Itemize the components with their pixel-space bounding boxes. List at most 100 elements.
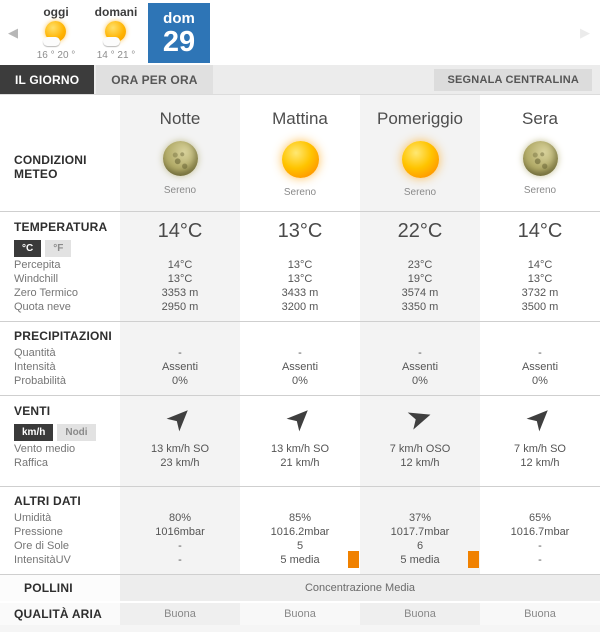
cell: Assenti xyxy=(521,361,559,373)
precipitation-label: PRECIPITAZIONI xyxy=(14,329,112,343)
conditions-row: CONDIZIONI METEO Sereno Sereno Sereno Se… xyxy=(0,131,600,211)
cell: 0% xyxy=(412,375,428,387)
row-label: Vento medio xyxy=(14,443,76,455)
cell: 7 km/h OSO xyxy=(389,443,451,455)
condition-caption: Sereno xyxy=(523,185,557,196)
cell: 0% xyxy=(172,375,188,387)
cell: 1017.7mbar xyxy=(390,526,450,538)
air-quality-label: QUALITÀ ARIA xyxy=(0,603,120,625)
column-header-mattina: Mattina xyxy=(272,109,328,128)
segnala-centralina-button[interactable]: SEGNALA CENTRALINA xyxy=(434,68,592,91)
cell: 3732 m xyxy=(521,287,559,299)
day-temps: 14 ° 21 ° xyxy=(96,50,136,61)
cell: 0% xyxy=(292,375,308,387)
day-name: domani xyxy=(94,5,138,19)
cell: 5 media xyxy=(360,551,480,568)
tab-ora-per-ora[interactable]: ORA PER ORA xyxy=(96,65,213,94)
bottom-strip xyxy=(0,625,600,632)
cell: 3433 m xyxy=(281,287,319,299)
pollen-value: Concentrazione Media xyxy=(120,575,600,601)
selected-day-number: 29 xyxy=(162,25,196,58)
cell: 85% xyxy=(288,512,312,524)
row-label: Zero Termico xyxy=(14,287,78,299)
air-quality-row: QUALITÀ ARIA Buona Buona Buona Buona xyxy=(0,603,600,625)
column-header-notte: Notte xyxy=(159,109,201,128)
table-row: Pressione 1016mbar 1016.2mbar 1017.7mbar… xyxy=(0,525,600,539)
celsius-toggle[interactable]: °C xyxy=(14,240,42,257)
row-label: Windchill xyxy=(14,273,59,285)
cell: 13°C xyxy=(167,273,193,285)
day-card-oggi[interactable]: oggi 16 ° 20 ° xyxy=(26,0,86,61)
row-label: Quantità xyxy=(14,347,56,359)
cell: Buona xyxy=(480,603,600,625)
uv-intensity-marker xyxy=(348,551,359,568)
wind-section: VENTI km/h Nodi Vento medio 13 km/h SO 1… xyxy=(0,395,600,486)
day-card-domani[interactable]: domani 14 ° 21 ° xyxy=(86,0,146,61)
cell: - xyxy=(538,540,542,552)
cell: 3200 m xyxy=(281,301,319,313)
row-label: Intensità xyxy=(14,361,56,373)
main-temp: 22°C xyxy=(397,220,443,242)
column-header-pomeriggio: Pomeriggio xyxy=(377,109,463,128)
cell: 0% xyxy=(532,375,548,387)
cell: - xyxy=(418,347,422,359)
cell: 1016.7mbar xyxy=(510,526,570,538)
column-header-sera: Sera xyxy=(522,109,558,128)
selected-weekday: dom xyxy=(163,9,195,27)
cell: 5 xyxy=(296,540,304,552)
sun-cloud-icon xyxy=(42,21,70,47)
forecast-table: Notte Mattina Pomeriggio Sera CONDIZIONI… xyxy=(0,95,600,574)
pollen-row: POLLINI Concentrazione Media xyxy=(0,574,600,601)
table-row: Ore di Sole - 5 6 - xyxy=(0,539,600,553)
day-selector-bar: ◀ oggi 16 ° 20 ° domani 14 ° 21 ° dom 29… xyxy=(0,0,600,65)
moon-icon xyxy=(162,141,198,176)
wind-direction-arrow-icon xyxy=(407,406,432,435)
table-row: Percepita 14°C 13°C 23°C 14°C xyxy=(0,258,600,272)
cell: 2950 m xyxy=(161,301,199,313)
condition-caption: Sereno xyxy=(403,187,437,198)
unit-toggle: °C °F xyxy=(0,240,120,257)
main-temp: 13°C xyxy=(277,220,323,242)
cell: - xyxy=(538,554,542,566)
sun-cloud-icon xyxy=(102,21,130,47)
cell: - xyxy=(178,554,182,566)
wind-direction-arrow-icon xyxy=(166,406,192,435)
cell: Buona xyxy=(240,603,360,625)
cell: 12 km/h xyxy=(400,457,440,469)
cell: - xyxy=(178,540,182,552)
cell: Buona xyxy=(120,603,240,625)
cell: 5 media xyxy=(240,551,360,568)
cell: 13°C xyxy=(287,273,313,285)
selected-day-dom-29[interactable]: dom 29 xyxy=(148,3,210,63)
cell: 3574 m xyxy=(401,287,439,299)
cell: 3500 m xyxy=(521,301,559,313)
cell: 1016.2mbar xyxy=(270,526,330,538)
cell: 37% xyxy=(408,512,432,524)
knots-toggle[interactable]: Nodi xyxy=(57,424,96,441)
next-day-arrow-icon[interactable]: ▶ xyxy=(580,24,590,40)
cell: 14°C xyxy=(167,259,193,271)
other-data-label: ALTRI DATI xyxy=(14,494,81,508)
row-label: Pressione xyxy=(14,526,63,538)
cell: - xyxy=(298,347,302,359)
cell: 65% xyxy=(528,512,552,524)
row-label: Raffica xyxy=(14,457,49,469)
day-temps: 16 ° 20 ° xyxy=(36,50,76,61)
fahrenheit-toggle[interactable]: °F xyxy=(45,240,72,257)
temperature-label: TEMPERATURA xyxy=(14,220,108,234)
main-temp: 14°C xyxy=(157,220,203,242)
wind-unit-toggle: km/h Nodi xyxy=(0,424,120,441)
tab-il-giorno[interactable]: IL GIORNO xyxy=(0,65,95,94)
wind-direction-arrow-icon xyxy=(286,406,312,435)
kmh-toggle[interactable]: km/h xyxy=(14,424,54,441)
table-row: Vento medio 13 km/h SO 13 km/h SO 7 km/h… xyxy=(0,442,600,456)
tab-bar: IL GIORNO ORA PER ORA SEGNALA CENTRALINA xyxy=(0,65,600,95)
prev-day-arrow-icon[interactable]: ◀ xyxy=(8,24,18,40)
table-row: Probabilità 0% 0% 0% 0% xyxy=(0,374,600,388)
row-label: Quota neve xyxy=(14,301,71,313)
cell: 12 km/h xyxy=(520,457,560,469)
row-label: Probabilità xyxy=(14,375,66,387)
row-label: IntensitàUV xyxy=(14,554,71,566)
other-data-section: ALTRI DATI Umidità 80% 85% 37% 65% Press… xyxy=(0,486,600,574)
sun-icon xyxy=(281,141,319,178)
